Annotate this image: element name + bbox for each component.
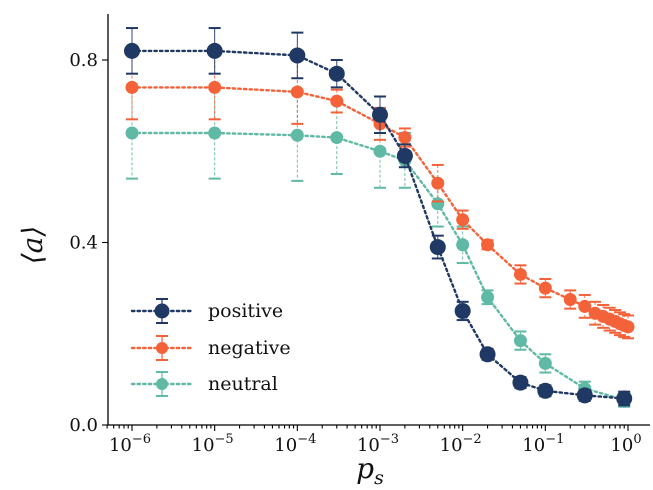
x-axis-title: ps [356, 452, 384, 489]
data-point [431, 197, 445, 211]
data-point [208, 126, 222, 140]
x-tick-label-exponent: −3 [380, 432, 399, 447]
x-tick-label-base: 10 [610, 435, 633, 456]
legend-item-negative: negative [130, 335, 291, 361]
data-point [513, 334, 527, 348]
x-tick-label-base: 10 [192, 435, 215, 456]
data-point [456, 238, 470, 252]
legend-marker [154, 303, 170, 319]
legend-label: positive [208, 300, 283, 322]
axis-titles: ps ⟨a⟩ [16, 226, 384, 489]
data-point [290, 128, 304, 142]
x-axis-title-main: p [356, 452, 374, 485]
data-point [481, 238, 495, 252]
x-tick-label-base: 10 [274, 435, 297, 456]
data-point [396, 147, 413, 164]
y-axis-title: ⟨a⟩ [16, 226, 49, 265]
data-point [431, 176, 445, 190]
data-point [398, 131, 412, 145]
legend-item-positive: positive [130, 298, 283, 324]
x-tick-label: 10−4 [274, 432, 316, 456]
series-negative [125, 54, 635, 340]
x-tick-label-exponent: −2 [463, 432, 482, 447]
legend-item-neutral: neutral [130, 371, 278, 397]
data-point [563, 293, 577, 307]
x-tick-label: 10−5 [192, 432, 234, 456]
series-neutral [125, 86, 631, 408]
legend-marker [156, 342, 168, 354]
data-point [537, 382, 554, 399]
tick-labels: 0.00.40.810−6 10−5 10−4 10−3 10−2 10−1 100 [69, 50, 641, 456]
data-point [454, 302, 471, 319]
y-tick-label: 0.8 [69, 50, 98, 71]
series-line [130, 49, 626, 400]
series-positive [124, 27, 633, 407]
data-point [328, 65, 345, 82]
data-point [578, 299, 592, 313]
x-tick-label-exponent: −6 [132, 432, 151, 447]
series-layer [124, 27, 635, 408]
data-point [125, 126, 139, 140]
x-tick-label-base: 10 [357, 435, 380, 456]
data-point [538, 356, 552, 370]
legend-marker [156, 378, 168, 390]
axes [102, 14, 650, 431]
data-point [513, 267, 527, 281]
x-tick-label: 10−2 [440, 432, 482, 456]
x-tick-label: 100 [610, 432, 641, 456]
data-point [330, 131, 344, 145]
x-tick-label-exponent: 0 [633, 432, 641, 447]
x-tick-label-exponent: −5 [215, 432, 234, 447]
x-tick-label: 10−1 [522, 432, 564, 456]
data-point [124, 42, 140, 59]
x-tick-label: 10−3 [357, 432, 399, 456]
y-tick-label: 0.0 [69, 415, 98, 436]
legend: positive negative neutral [130, 298, 291, 397]
data-point [206, 42, 223, 59]
x-tick-label-exponent: −4 [297, 432, 316, 447]
x-tick-label-exponent: −1 [545, 432, 564, 447]
data-point [372, 106, 388, 123]
data-point [481, 290, 495, 304]
data-point [208, 80, 222, 94]
data-point [125, 80, 139, 94]
data-point [429, 239, 446, 256]
data-point [538, 281, 552, 295]
data-point [289, 47, 306, 64]
x-tick-label-base: 10 [522, 435, 545, 456]
data-point [330, 94, 344, 108]
legend-label: neutral [208, 373, 278, 395]
legend-label: negative [208, 337, 291, 359]
data-point [512, 374, 529, 391]
data-point [576, 387, 593, 404]
data-point [479, 346, 496, 363]
y-tick-label: 0.4 [69, 233, 98, 254]
x-axis-title-sub: s [374, 467, 384, 489]
data-point [290, 85, 304, 99]
data-point [456, 213, 470, 227]
data-point [621, 320, 635, 334]
data-point [373, 144, 387, 158]
data-point [616, 390, 633, 407]
x-tick-label-base: 10 [440, 435, 463, 456]
x-tick-label-base: 10 [109, 435, 132, 456]
x-tick-label: 10−6 [109, 432, 151, 456]
